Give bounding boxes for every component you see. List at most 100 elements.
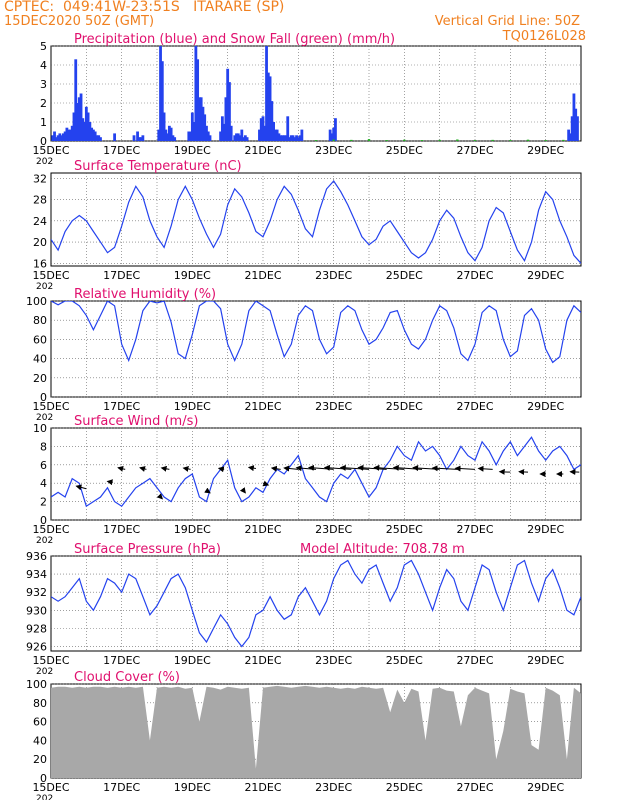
precip-bar [222, 123, 226, 141]
x-tick-label: 25DEC [386, 654, 423, 667]
y-tick-label: 932 [26, 586, 47, 599]
precip-bar [198, 97, 201, 141]
chart-title: Surface Temperature (nC) [74, 159, 242, 174]
chart-title: Surface Pressure (hPa) [74, 542, 221, 557]
pressure-series-line [51, 559, 581, 648]
y-tick-label: 24 [33, 215, 47, 228]
wind-vector-arrow [262, 480, 270, 487]
x-tick-label: 25DEC [386, 269, 423, 282]
precip-bar [295, 135, 298, 141]
precip-bar [169, 127, 173, 141]
snow-bar [420, 140, 424, 141]
wind-vector-arrow [160, 465, 170, 472]
x-tick-label: 17DEC [103, 781, 140, 794]
precip-bar [113, 133, 116, 141]
precip-bar [224, 97, 228, 141]
precip-bar [136, 131, 139, 141]
x-tick-label: 25DEC [386, 144, 423, 157]
precip-bar [65, 127, 69, 141]
x-tick-label: 15DEC [32, 144, 69, 157]
precip-bar [233, 135, 237, 141]
wind-vector-arrow [454, 465, 476, 472]
y-tick-label: 2 [40, 496, 47, 509]
x-tick-label: 21DEC [244, 400, 281, 413]
chart-annotation: Model Altitude: 708.78 m [300, 542, 465, 557]
x-tick-label: 29DEC [527, 269, 564, 282]
precip-bar [95, 135, 99, 141]
precip-bar [189, 131, 192, 141]
header-left-line2: 15DEC2020 50Z (GMT) [4, 14, 155, 29]
y-tick-label: 6 [40, 459, 47, 472]
precip-bar [240, 129, 244, 141]
precip-bar [219, 131, 222, 141]
precip-bar [570, 116, 574, 141]
precip-bar [574, 108, 578, 141]
x-tick-label: 27DEC [456, 269, 493, 282]
y-tick-label: 928 [26, 622, 47, 635]
precip-bar [567, 129, 571, 141]
precip-bar [88, 122, 92, 141]
precip-bar [167, 125, 171, 141]
precip-bar [77, 97, 81, 141]
chart-plot-area [51, 46, 579, 141]
chart-frame [50, 555, 582, 652]
x-year-label: 202 [36, 536, 53, 546]
chart-wind: 0 2 4 6 8 10 15DEC 17DEC 19DEC 21DEC 23DEC 25DEC 27D… [32, 414, 582, 546]
x-tick-label: 23DEC [315, 654, 352, 667]
wind-vector-arrow [182, 466, 191, 472]
precip-bar [279, 135, 283, 141]
precip-bar [201, 106, 205, 141]
precip-bar [205, 125, 208, 141]
x-tick-label: 17DEC [103, 269, 140, 282]
x-tick-label: 25DEC [386, 523, 423, 536]
precip-bar [293, 137, 297, 141]
x-tick-label: 19DEC [174, 144, 211, 157]
x-tick-label: 19DEC [174, 654, 211, 667]
precip-bar [171, 135, 175, 141]
precip-bar [58, 133, 62, 141]
y-tick-label: 20 [33, 753, 47, 766]
precip-bar [187, 131, 191, 141]
x-tick-label: 29DEC [527, 400, 564, 413]
precip-bar [166, 133, 169, 141]
y-tick-label: 926 [26, 640, 47, 653]
precip-bar [61, 133, 65, 141]
precip-bar [238, 135, 242, 141]
wind-vector-arrow [477, 465, 493, 472]
precip-bar [139, 137, 143, 141]
precip-bar [60, 135, 63, 141]
x-tick-label: 23DEC [315, 144, 352, 157]
snow-bar [544, 140, 547, 141]
precip-bar [288, 137, 291, 141]
precip-bar [229, 125, 233, 141]
y-tick-label: 934 [26, 568, 47, 581]
chart-pressure: 926 928 930 932 934 936 15DEC 17DEC 19DEC 21DEC 23… [26, 542, 582, 677]
y-tick-label: 20 [33, 372, 47, 385]
header-left-line1: CPTEC: 049:41W-23:51S ITARARE (SP) [4, 0, 285, 15]
y-tick-label: 0 [40, 391, 47, 404]
snow-bar [526, 139, 530, 141]
wind-vector-arrow [431, 465, 458, 472]
y-tick-label: 0 [40, 772, 47, 785]
precip-bar [265, 46, 268, 141]
chart-cloud: 0 20 40 60 80 100 15DEC 17DEC 19DEC 21DEC 23DEC 25D… [26, 670, 582, 800]
snow-bar [456, 139, 459, 141]
snow-bar [385, 140, 388, 141]
y-tick-label: 0 [40, 135, 47, 148]
precip-bar [79, 93, 83, 141]
wind-vector-arrow [283, 465, 299, 472]
chart-title: Cloud Cover (%) [74, 670, 180, 685]
wind-vector-arrow [323, 464, 352, 471]
precip-bar [576, 116, 579, 141]
x-tick-label: 17DEC [103, 144, 140, 157]
x-tick-label: 27DEC [456, 523, 493, 536]
x-tick-label: 27DEC [456, 781, 493, 794]
x-tick-label: 21DEC [244, 144, 281, 157]
snow-bar [350, 139, 353, 141]
y-tick-label: 20 [33, 236, 47, 249]
y-tick-label: 40 [33, 734, 47, 747]
chart-plot-area [51, 301, 581, 364]
temp-series-line [51, 180, 581, 264]
precip-bar [572, 93, 576, 141]
